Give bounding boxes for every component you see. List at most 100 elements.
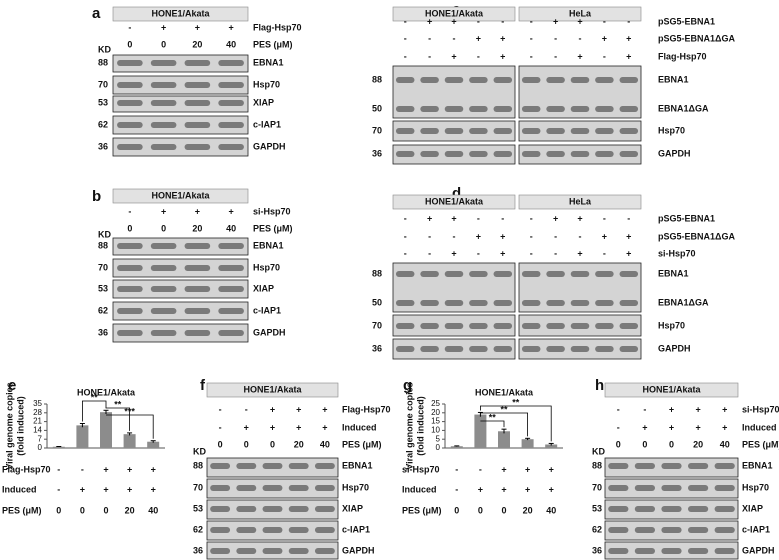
significance-bracket	[106, 414, 154, 439]
bar	[123, 434, 136, 448]
condition-cell: +	[451, 213, 456, 223]
title-box	[206, 382, 339, 398]
condition-cell: -	[453, 231, 456, 241]
band	[608, 506, 629, 512]
condition-cell: +	[626, 33, 631, 43]
y-axis-label: (fold induced)	[15, 396, 25, 456]
band	[444, 151, 464, 157]
condition-cell: +	[161, 22, 166, 32]
y-tick-label: 21	[33, 417, 42, 426]
condition-cell: 40	[546, 505, 556, 515]
band	[444, 323, 464, 329]
band	[150, 265, 177, 271]
y-tick-label: 14	[33, 426, 42, 435]
bar	[100, 412, 112, 448]
condition-cell: -	[404, 231, 407, 241]
condition-cell: +	[451, 16, 456, 26]
band	[493, 151, 513, 157]
band-label: GAPDH	[253, 327, 286, 337]
condition-cell: -	[627, 213, 630, 223]
y-axis-label: Viral genome copies	[404, 382, 414, 469]
condition-cell: -	[404, 51, 407, 61]
condition-cell: 0	[161, 223, 166, 233]
band-label: c-IAP1	[253, 305, 281, 315]
condition-cell: 20	[192, 39, 202, 49]
condition-cell: 0	[642, 439, 647, 449]
condition-label: PES (μM)	[402, 505, 442, 515]
condition-label: si-Hsp70	[253, 206, 291, 216]
band-label: EBNA1ΔGA	[658, 297, 709, 307]
condition-cell: -	[617, 422, 620, 432]
condition-cell: +	[549, 484, 554, 494]
band	[687, 527, 709, 533]
band	[210, 485, 231, 491]
condition-cell: +	[296, 404, 301, 414]
band	[184, 243, 211, 249]
band	[469, 346, 488, 352]
band	[619, 77, 639, 83]
band-label: c-IAP1	[342, 524, 370, 534]
bar	[498, 431, 510, 448]
condition-cell: 20	[125, 505, 135, 515]
condition-cell: +	[553, 16, 558, 26]
band	[117, 122, 143, 128]
kd-marker: 70	[372, 320, 382, 330]
condition-cell: +	[501, 484, 506, 494]
significance-bracket	[480, 405, 552, 442]
blot-strip	[112, 54, 249, 73]
condition-cell: +	[722, 422, 727, 432]
condition-cell: -	[603, 213, 606, 223]
condition-cell: -	[554, 248, 557, 258]
condition-cell: +	[602, 231, 607, 241]
band	[395, 323, 415, 329]
condition-cell: 0	[80, 505, 85, 515]
y-tick-label: 7	[38, 434, 43, 443]
condition-cell: -	[428, 248, 431, 258]
panel-letter: a	[92, 5, 101, 22]
band	[469, 300, 488, 306]
band	[661, 485, 682, 491]
band	[218, 82, 244, 88]
band	[521, 77, 541, 83]
cell-line-title: HONE1/Akata	[151, 8, 210, 18]
condition-cell: +	[525, 464, 530, 474]
condition-cell: +	[549, 464, 554, 474]
condition-cell: 0	[669, 439, 674, 449]
condition-cell: +	[427, 213, 432, 223]
chart-title: HONE1/Akata	[475, 387, 534, 397]
condition-cell: -	[579, 231, 582, 241]
condition-cell: -	[477, 16, 480, 26]
band	[521, 346, 541, 352]
cell-line-title: HONE1/Akata	[425, 8, 484, 18]
band	[395, 300, 415, 306]
band	[314, 485, 335, 491]
blot-strip	[112, 95, 249, 113]
condition-cell: +	[500, 231, 505, 241]
condition-cell: 0	[270, 439, 275, 449]
condition-cell: -	[455, 484, 458, 494]
band-label: EBNA1	[253, 57, 284, 67]
band	[619, 106, 639, 112]
condition-cell: -	[501, 213, 504, 223]
band	[218, 243, 244, 249]
condition-cell: +	[577, 51, 582, 61]
kd-marker: 36	[193, 545, 203, 555]
condition-cell: +	[127, 464, 132, 474]
band	[288, 463, 309, 469]
band	[570, 106, 590, 112]
condition-cell: -	[455, 464, 458, 474]
y-tick-label: 28	[33, 408, 42, 417]
band	[184, 82, 211, 88]
band	[184, 265, 211, 271]
condition-cell: -	[530, 51, 533, 61]
band	[661, 506, 682, 512]
condition-cell: +	[669, 404, 674, 414]
kd-marker: 36	[98, 327, 108, 337]
panel-letter: d	[452, 185, 461, 202]
band	[262, 506, 283, 512]
band	[262, 463, 283, 469]
band	[395, 271, 415, 277]
significance-bracket	[480, 420, 505, 428]
band	[420, 106, 439, 112]
kd-marker: 53	[98, 97, 108, 107]
